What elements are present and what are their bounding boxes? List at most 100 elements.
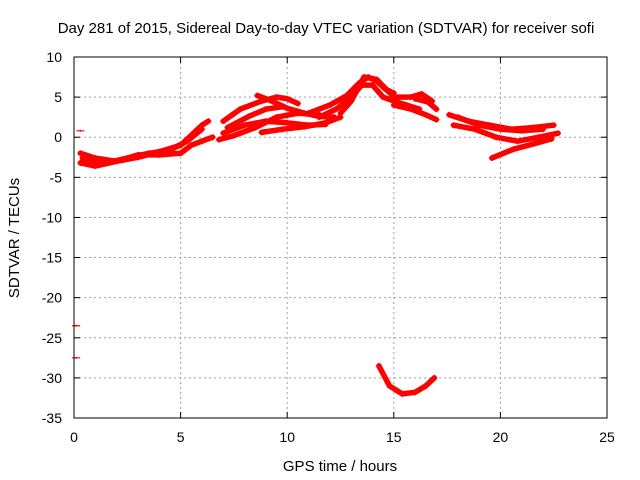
outlier-point: [76, 129, 85, 132]
series-track-16: [450, 122, 561, 144]
data-point: [258, 129, 265, 136]
data-point: [535, 134, 542, 141]
data-series: [72, 74, 561, 397]
data-point: [77, 159, 84, 166]
series-track-8: [224, 103, 286, 131]
series-track-19: [376, 363, 438, 397]
axis-ticks: 0 5 10 15 20 25 -35 -30 -25 -20 -15 -10 -5 0 5 10: [42, 49, 615, 445]
data-point: [145, 150, 152, 157]
data-point: [267, 97, 274, 104]
x-tick-label: 20: [493, 429, 509, 445]
data-point: [531, 140, 538, 147]
y-tick-label: -25: [42, 330, 62, 346]
data-point: [245, 113, 252, 120]
data-point: [510, 146, 517, 153]
data-point: [262, 106, 269, 113]
data-point: [294, 100, 301, 107]
data-point: [407, 106, 414, 113]
data-point: [518, 127, 525, 134]
data-point: [273, 114, 280, 121]
data-point: [497, 126, 504, 133]
data-point: [548, 135, 555, 142]
data-point: [254, 92, 261, 99]
data-point: [424, 98, 431, 105]
y-tick-label: 0: [54, 129, 62, 145]
data-point: [79, 155, 86, 162]
data-point: [209, 134, 216, 141]
data-point: [124, 155, 131, 162]
y-tick-label: 5: [54, 89, 62, 105]
data-point: [431, 374, 438, 381]
data-point: [215, 136, 222, 143]
data-point: [316, 114, 323, 121]
x-axis-label: GPS time / hours: [283, 458, 397, 475]
data-point: [454, 114, 461, 121]
series-track-13: [391, 102, 440, 123]
data-point: [433, 116, 440, 123]
y-tick-label: -5: [50, 169, 63, 185]
data-point: [369, 82, 376, 89]
data-point: [412, 95, 419, 102]
data-point: [550, 122, 557, 129]
data-point: [241, 122, 248, 129]
y-tick-label: -15: [42, 250, 62, 266]
data-point: [390, 94, 397, 101]
plot-frame: [73, 56, 608, 419]
data-point: [333, 106, 340, 113]
x-tick-label: 10: [279, 429, 295, 445]
data-point: [252, 124, 259, 131]
data-point: [220, 130, 227, 137]
data-point: [188, 142, 195, 149]
data-point: [514, 138, 521, 145]
data-point: [418, 90, 425, 97]
data-point: [399, 390, 406, 397]
data-point: [471, 126, 478, 133]
x-tick-label: 5: [177, 429, 185, 445]
data-point: [77, 150, 84, 157]
data-point: [540, 126, 547, 133]
data-point: [386, 382, 393, 389]
data-point: [390, 102, 397, 109]
data-point: [177, 150, 184, 157]
y-axis-label: SDTVAR / TECUs: [6, 178, 23, 298]
data-point: [446, 111, 453, 118]
data-point: [273, 94, 280, 101]
data-point: [284, 95, 291, 102]
x-tick-label: 15: [386, 429, 402, 445]
data-point: [348, 98, 355, 105]
outlier-point: [72, 356, 81, 359]
y-tick-label: -35: [42, 410, 62, 426]
chart-title: Day 281 of 2015, Sidereal Day-to-day VTE…: [58, 20, 595, 37]
data-point: [337, 110, 344, 117]
data-point: [422, 111, 429, 118]
x-tick-label: 25: [599, 429, 615, 445]
data-point: [220, 118, 227, 125]
data-point: [102, 159, 109, 166]
data-point: [433, 106, 440, 113]
data-point: [476, 122, 483, 129]
data-point: [493, 134, 500, 141]
data-point: [224, 124, 231, 131]
data-point: [380, 94, 387, 101]
data-point: [322, 119, 329, 126]
y-tick-label: -10: [42, 209, 62, 225]
data-point: [375, 362, 382, 369]
data-point: [554, 130, 561, 137]
series-track-18: [489, 136, 555, 161]
data-point: [198, 126, 205, 133]
data-point: [422, 382, 429, 389]
data-point: [284, 105, 291, 112]
data-point: [305, 110, 312, 117]
data-point: [488, 155, 495, 162]
data-point: [183, 138, 190, 145]
data-point: [326, 102, 333, 109]
data-point: [360, 74, 367, 81]
y-tick-label: 10: [46, 49, 62, 65]
data-point: [230, 132, 237, 139]
data-point: [198, 138, 205, 145]
data-point: [279, 103, 286, 110]
data-point: [284, 119, 291, 126]
data-point: [92, 163, 99, 170]
data-point: [279, 126, 286, 133]
